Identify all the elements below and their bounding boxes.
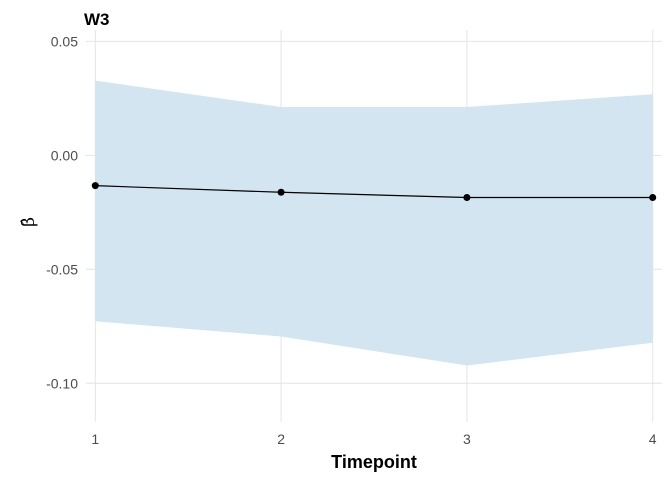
y-axis-label: β̂ <box>19 217 39 227</box>
y-tick-label: -0.10 <box>46 375 78 391</box>
chart-title: W3 <box>84 10 110 29</box>
x-tick-labels: 1 2 3 4 <box>91 431 656 447</box>
x-tick-label: 4 <box>649 431 657 447</box>
data-point <box>277 188 285 196</box>
data-point <box>91 182 99 190</box>
series-points-layer <box>91 182 657 202</box>
series-line <box>95 185 653 199</box>
series-line-layer <box>95 185 653 199</box>
y-tick-labels: 0.05 0.00 -0.05 -0.10 <box>46 33 78 391</box>
confidence-band-layer <box>95 80 653 366</box>
x-tick-label: 2 <box>277 431 285 447</box>
y-tick-label: 0.00 <box>51 147 78 163</box>
data-point <box>463 194 471 202</box>
y-tick-label: 0.05 <box>51 33 78 49</box>
y-tick-label: -0.05 <box>46 261 78 277</box>
data-point <box>649 194 657 202</box>
x-tick-label: 1 <box>91 431 99 447</box>
x-axis-label: Timepoint <box>331 452 417 472</box>
x-tick-label: 3 <box>463 431 471 447</box>
confidence-band <box>95 80 653 366</box>
